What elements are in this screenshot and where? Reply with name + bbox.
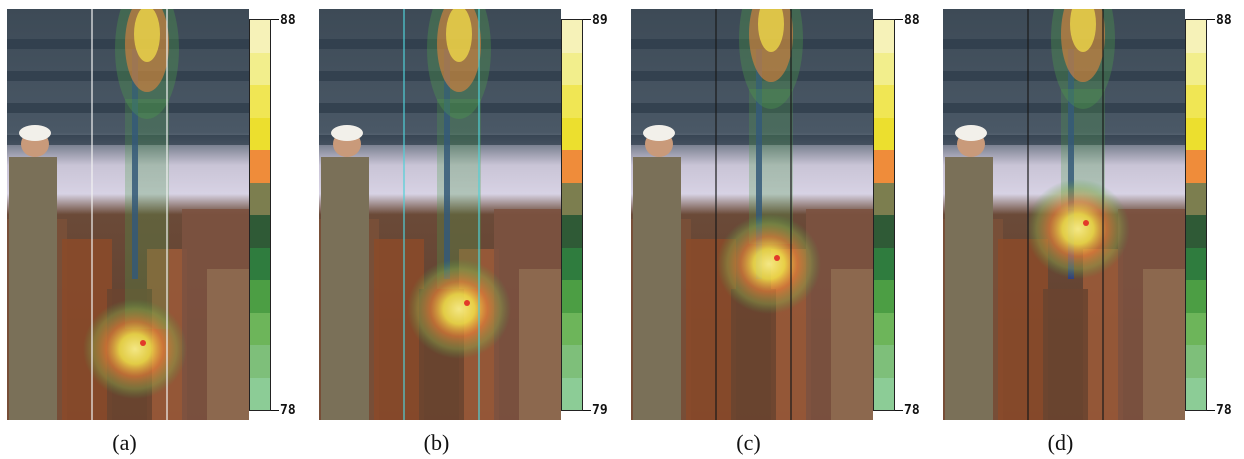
colorbar-segment xyxy=(250,20,270,53)
colorbar-max-label: 88 xyxy=(904,13,920,28)
colorbar-segment xyxy=(1186,247,1206,280)
colorbar-max-tick xyxy=(583,19,591,20)
colorbar-segment xyxy=(874,52,894,85)
colorbar-segment xyxy=(874,280,894,313)
colorbar-segment xyxy=(250,52,270,85)
colorbar-segment xyxy=(562,215,582,248)
colorbar-segment xyxy=(562,182,582,215)
heatmap-overlay-svg xyxy=(319,9,561,420)
colorbar-segment xyxy=(250,215,270,248)
colorbar xyxy=(249,19,271,411)
heatmap-overlay-svg xyxy=(943,9,1185,420)
panel-caption: (a) xyxy=(112,430,137,455)
panel-caption: (d) xyxy=(1047,430,1074,455)
colorbar-min-label: 78 xyxy=(1216,403,1232,418)
panel-c: 88 78 (c) xyxy=(624,0,924,459)
scene-image xyxy=(943,9,1185,420)
colorbar-segment xyxy=(1186,117,1206,150)
colorbar-segment xyxy=(1186,150,1206,183)
colorbar-segment xyxy=(1186,280,1206,313)
colorbar-max-tick xyxy=(271,19,279,20)
colorbar-max-label: 89 xyxy=(592,13,608,28)
colorbar-segment xyxy=(874,150,894,183)
colorbar-segment xyxy=(874,312,894,345)
colorbar-segment xyxy=(1186,377,1206,410)
colorbar-segment xyxy=(874,215,894,248)
colorbar-segment xyxy=(250,280,270,313)
colorbar-segment xyxy=(874,20,894,53)
panel-b: 89 79 (b) xyxy=(312,0,612,459)
colorbar-segment xyxy=(250,150,270,183)
colorbar-segment xyxy=(562,150,582,183)
colorbar-segment xyxy=(874,247,894,280)
colorbar-segment xyxy=(562,117,582,150)
colorbar-segment xyxy=(1186,20,1206,53)
colorbar-min-label: 79 xyxy=(592,403,608,418)
colorbar-segment xyxy=(250,247,270,280)
panel-caption: (b) xyxy=(423,430,450,455)
colorbar-segment xyxy=(1186,182,1206,215)
colorbar-max-label: 88 xyxy=(280,13,296,28)
heatmap-overlay-svg xyxy=(631,9,873,420)
colorbar-segment xyxy=(250,117,270,150)
heatmap-overlay-svg xyxy=(7,9,249,420)
scene-image xyxy=(631,9,873,420)
colorbar-segment xyxy=(250,85,270,118)
colorbar-segment xyxy=(874,345,894,378)
colorbar-segment xyxy=(874,117,894,150)
colorbar-segment xyxy=(250,312,270,345)
colorbar xyxy=(561,19,583,411)
colorbar-segment xyxy=(1186,345,1206,378)
panel-a: 88 78 (a) xyxy=(0,0,300,459)
colorbar-segment xyxy=(874,85,894,118)
colorbar-min-tick xyxy=(1207,410,1215,411)
panel-d: 88 78 (d) xyxy=(936,0,1236,459)
colorbar-segment xyxy=(562,345,582,378)
colorbar-segment xyxy=(250,377,270,410)
colorbar-min-label: 78 xyxy=(904,403,920,418)
colorbar-min-tick xyxy=(583,410,591,411)
colorbar-segment xyxy=(562,377,582,410)
colorbar-segment xyxy=(562,312,582,345)
colorbar-min-tick xyxy=(271,410,279,411)
colorbar-segment xyxy=(250,345,270,378)
scene-image xyxy=(7,9,249,420)
colorbar-segment xyxy=(250,182,270,215)
colorbar-segment xyxy=(1186,52,1206,85)
colorbar-max-tick xyxy=(895,19,903,20)
colorbar-max-tick xyxy=(1207,19,1215,20)
colorbar-segment xyxy=(562,280,582,313)
colorbar-segment xyxy=(562,52,582,85)
panel-caption: (c) xyxy=(736,430,761,455)
colorbar-segment xyxy=(1186,215,1206,248)
colorbar-segment xyxy=(562,247,582,280)
colorbar-segment xyxy=(562,20,582,53)
colorbar xyxy=(873,19,895,411)
colorbar-segment xyxy=(874,182,894,215)
colorbar-segment xyxy=(1186,312,1206,345)
colorbar-segment xyxy=(562,85,582,118)
colorbar-min-label: 78 xyxy=(280,403,296,418)
scene-image xyxy=(319,9,561,420)
colorbar-min-tick xyxy=(895,410,903,411)
colorbar xyxy=(1185,19,1207,411)
colorbar-max-label: 88 xyxy=(1216,13,1232,28)
colorbar-segment xyxy=(874,377,894,410)
colorbar-segment xyxy=(1186,85,1206,118)
